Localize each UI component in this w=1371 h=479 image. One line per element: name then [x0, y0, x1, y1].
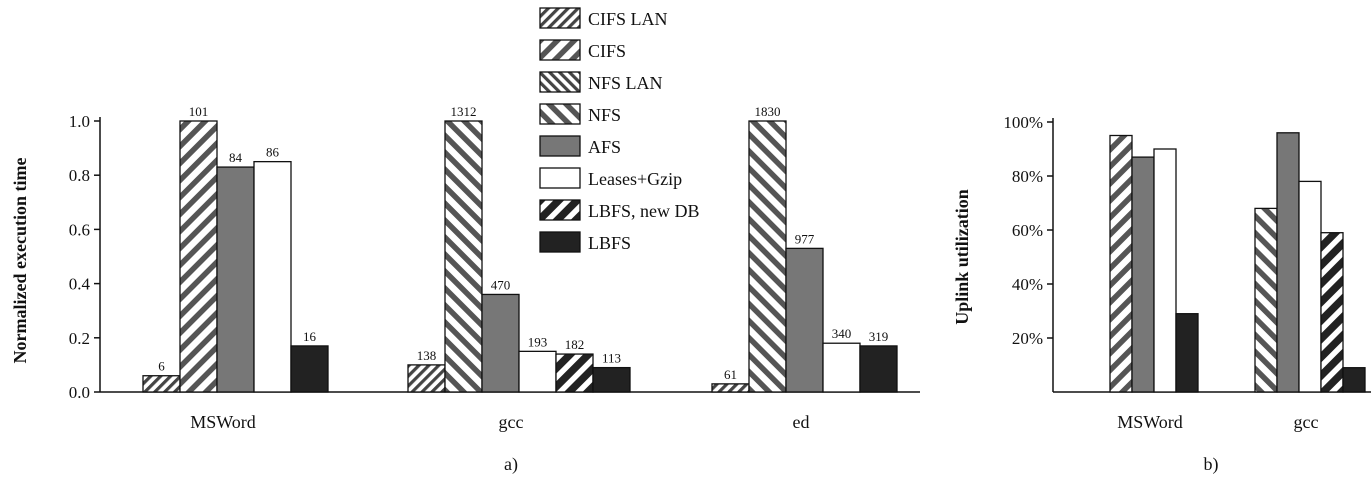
legend-label-lbfs: LBFS [588, 233, 631, 253]
category-label-gcc: gcc [499, 412, 524, 432]
bar-b-cifs-msword [1109, 134, 1133, 393]
data-label-cifs-lan-msword: 6 [158, 359, 165, 374]
y-tick-label-b: 60% [1012, 221, 1043, 240]
category-label-b-msword: MSWord [1117, 412, 1183, 432]
chart-a: 0.0 0.2 0.4 0.6 0.8 1.0 Normalized execution t… [10, 104, 920, 432]
bar-cifs-msword [179, 120, 218, 393]
legend-swatch-nfs-lan [539, 71, 581, 93]
y-tick-label-a: 0.6 [69, 220, 90, 239]
bar-b-nfs-gcc [1254, 207, 1278, 393]
bar-b-afs-gcc [1276, 132, 1300, 393]
legend-swatch-cifs-lan [539, 7, 581, 29]
bar-b-leases-gzip-gcc [1298, 180, 1322, 393]
data-label-cifs-msword: 101 [189, 104, 209, 119]
panel-b-caption: b) [1204, 454, 1219, 475]
data-label-afs-gcc: 470 [491, 277, 511, 292]
bar-cifs-lan-gcc [407, 364, 446, 393]
bar-b-lbfs-new-db-gcc [1320, 232, 1344, 393]
bar-b-afs-msword [1131, 156, 1155, 393]
y-axis-label-b: Uplink utilization [952, 189, 972, 325]
y-tick-label-a: 1.0 [69, 112, 90, 131]
y-tick-label-a: 0.4 [69, 275, 91, 294]
data-label-nfs-gcc: 1312 [451, 104, 477, 119]
legend-swatch-lbfs [539, 231, 581, 253]
chart-b: 20% 40% 60% 80% 100% Uplink utilization MSWord… [952, 113, 1371, 432]
category-label-ed: ed [793, 412, 810, 432]
data-label-afs-ed: 977 [795, 231, 815, 246]
y-tick-label-b: 20% [1012, 329, 1043, 348]
y-tick-label-a: 0.0 [69, 383, 90, 402]
legend-swatch-cifs [539, 39, 581, 61]
panel-a-caption: a) [504, 454, 518, 475]
bar-b-lbfs-gcc [1342, 367, 1366, 393]
data-label-leases-gzip-gcc: 193 [528, 334, 548, 349]
bar-b-lbfs-msword [1175, 313, 1199, 393]
bar-afs-ed [785, 247, 824, 393]
data-label-leases-gzip-ed: 340 [832, 326, 852, 341]
bar-cifs-lan-msword [142, 375, 181, 393]
bar-afs-gcc [481, 293, 520, 393]
y-tick-label-b: 40% [1012, 275, 1043, 294]
legend-label-cifs: CIFS [588, 41, 626, 61]
bar-leases-gzip-msword [253, 160, 292, 393]
y-axis-label-a: Normalized execution time [10, 158, 30, 364]
bar-b-leases-gzip-msword [1153, 148, 1177, 393]
bar-nfs-ed [748, 120, 787, 393]
data-label-leases-gzip-msword: 86 [266, 145, 280, 160]
legend-label-afs: AFS [588, 137, 621, 157]
y-tick-label-b: 100% [1003, 113, 1043, 132]
bar-leases-gzip-ed [822, 342, 861, 393]
bar-lbfs-new-db-gcc [555, 353, 594, 393]
legend-label-cifs-lan: CIFS LAN [588, 9, 668, 29]
data-label-cifs-lan-ed: 61 [724, 367, 737, 382]
data-label-lbfs-ed: 319 [869, 329, 889, 344]
bar-cifs-lan-ed [711, 383, 750, 393]
legend-label-leases-gzip: Leases+Gzip [588, 169, 682, 189]
bar-leases-gzip-gcc [518, 350, 557, 393]
category-label-b-gcc: gcc [1294, 412, 1319, 432]
bar-lbfs-ed [859, 345, 898, 393]
legend-swatch-nfs [539, 103, 581, 125]
bar-lbfs-gcc [592, 366, 631, 393]
bar-afs-msword [216, 166, 255, 393]
category-label-msword: MSWord [190, 412, 256, 432]
data-label-afs-msword: 84 [229, 150, 243, 165]
legend: CIFS LAN CIFS NFS LAN NFS AFS Leases+Gzip LBFS… [539, 7, 700, 253]
bar-nfs-gcc [444, 120, 483, 393]
y-tick-label-b: 80% [1012, 167, 1043, 186]
data-label-lbfs-new-db-gcc: 182 [565, 337, 585, 352]
data-label-cifs-lan-gcc: 138 [417, 348, 437, 363]
y-tick-label-a: 0.8 [69, 166, 90, 185]
legend-label-nfs: NFS [588, 105, 621, 125]
legend-swatch-lbfs-new-db [539, 199, 581, 221]
bar-lbfs-msword [290, 345, 329, 393]
data-label-lbfs-msword: 16 [303, 329, 317, 344]
data-label-nfs-ed: 1830 [755, 104, 781, 119]
legend-swatch-afs [539, 135, 581, 157]
legend-label-nfs-lan: NFS LAN [588, 73, 663, 93]
data-label-lbfs-gcc: 113 [602, 351, 621, 366]
legend-label-lbfs-new-db: LBFS, new DB [588, 201, 700, 221]
y-tick-label-a: 0.2 [69, 329, 90, 348]
legend-swatch-leases-gzip [539, 167, 581, 189]
